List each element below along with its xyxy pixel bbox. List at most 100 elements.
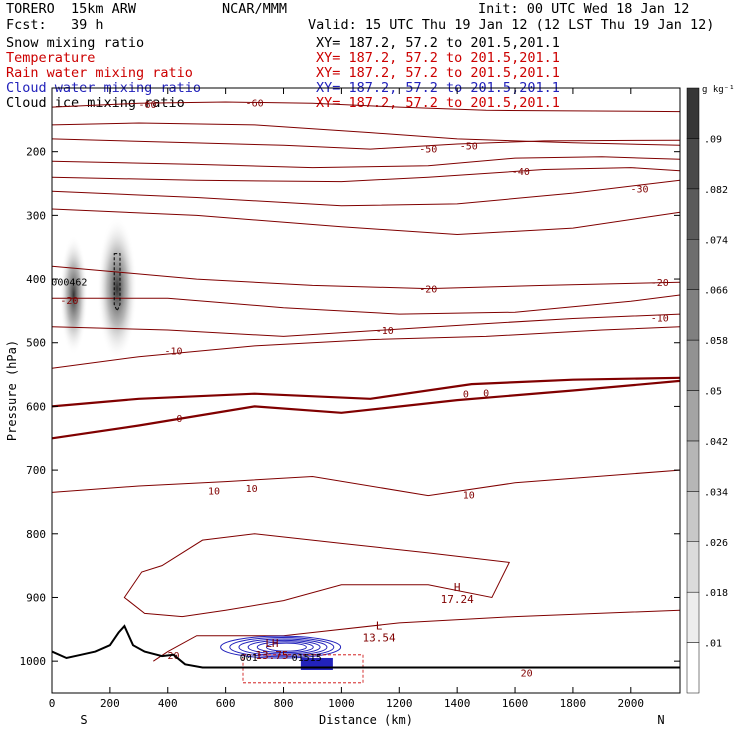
left-end-label: S — [80, 713, 87, 727]
x-tick-label: 400 — [158, 697, 178, 710]
field-xy-range: XY= 187.2, 57.2 to 201.5,201.1 — [316, 35, 560, 51]
snow-contour — [113, 253, 121, 313]
x-tick-label: 1600 — [502, 697, 529, 710]
colorbar-tick-label: .074 — [704, 235, 728, 246]
field-xy-range: XY= 187.2, 57.2 to 201.5,201.1 — [316, 50, 560, 66]
contour-label: -50 — [460, 141, 478, 152]
snow-shading — [59, 234, 88, 355]
small-field-label: 01515 — [292, 653, 322, 664]
contour-label: 20 — [521, 669, 533, 680]
temperature-contour — [51, 138, 681, 150]
colorbar-tick-label: .018 — [704, 588, 728, 599]
field-name: Snow mixing ratio — [6, 35, 145, 51]
temperature-contour — [51, 469, 681, 497]
cloud-water-contour — [229, 637, 335, 658]
colorbar-bin — [686, 642, 700, 694]
contour-label: 10 — [463, 490, 475, 501]
colorbar-bin — [686, 390, 700, 442]
y-tick-label: 500 — [26, 337, 46, 350]
right-end-label: N — [657, 713, 664, 727]
temperature-contour — [52, 294, 681, 315]
org-label: NCAR/MMM — [222, 1, 288, 17]
extremum-type: LH — [265, 637, 278, 650]
y-tick-label: 800 — [26, 528, 46, 541]
contour-label: 10 — [246, 484, 258, 495]
colorbar-bin — [686, 491, 700, 543]
x-tick-label: 1200 — [386, 697, 413, 710]
colorbar-bin — [686, 239, 700, 290]
forecast-hour: Fcst: 39 h — [6, 17, 104, 33]
model-title: TORERO 15km ARW — [6, 1, 137, 17]
colorbar-bin — [686, 188, 700, 240]
colorbar-tick-label: .034 — [704, 487, 728, 498]
temperature-contour — [51, 265, 681, 290]
y-tick-label: 300 — [26, 209, 46, 222]
x-tick-label: 600 — [216, 697, 236, 710]
y-tick-label: 700 — [26, 464, 46, 477]
extremum-value: 17.24 — [441, 593, 474, 606]
colorbar-tick-label: .066 — [704, 286, 728, 297]
colorbar-tick-label: .058 — [704, 336, 728, 347]
temperature-contour — [51, 208, 681, 236]
extremum-type: L — [376, 619, 383, 632]
contour-label: 20 — [168, 651, 180, 662]
contour-label: -20 — [651, 278, 669, 289]
x-tick-label: 1800 — [560, 697, 587, 710]
y-tick-label: 1000 — [20, 655, 47, 668]
field-name: Temperature — [6, 50, 96, 66]
colorbar-tick-label: .082 — [704, 185, 728, 196]
temperature-contour — [51, 101, 681, 113]
contour-label: -30 — [630, 185, 648, 196]
snow-shading — [97, 216, 138, 361]
x-tick-label: 1400 — [444, 697, 471, 710]
small-field-label: 000462 — [51, 277, 87, 288]
field-name: Rain water mixing ratio — [6, 65, 193, 81]
contour-label: -10 — [376, 326, 394, 337]
colorbar-tick-label: .026 — [704, 538, 728, 549]
valid-time: Valid: 15 UTC Thu 19 Jan 12 (12 LST Thu … — [308, 17, 715, 33]
contour-label: -10 — [651, 313, 669, 324]
contour-label: -60 — [138, 100, 156, 111]
contour-label: -40 — [512, 167, 530, 178]
y-tick-label: 200 — [26, 146, 46, 159]
contour-label: -60 — [246, 99, 264, 110]
terrain-line — [51, 624, 680, 669]
colorbar-unit: g kg⁻¹ — [702, 85, 735, 95]
temperature-contour — [51, 122, 681, 146]
colorbar-bin — [686, 339, 700, 391]
contour-label: -20 — [419, 285, 437, 296]
temperature-contour — [51, 326, 681, 369]
contour-label: 10 — [208, 486, 220, 497]
colorbar-tick-label: .09 — [704, 134, 722, 145]
contour-label: -20 — [60, 296, 78, 307]
temperature-contour — [51, 167, 681, 183]
x-tick-label: 2000 — [618, 697, 645, 710]
field-xy-range: XY= 187.2, 57.2 to 201.5,201.1 — [316, 65, 560, 81]
extremum-type: H — [454, 581, 461, 594]
rain-water-contour — [123, 533, 511, 618]
colorbar-bin — [686, 87, 700, 139]
x-tick-label: 0 — [49, 697, 56, 710]
extremum-value: 13.54 — [362, 631, 395, 644]
field-xy-range: XY= 187.2, 57.2 to 201.5,201.1 — [316, 95, 560, 111]
temperature-contour — [51, 179, 681, 207]
colorbar-bin — [686, 289, 700, 341]
cloud-water-contour — [238, 638, 328, 656]
cloud-water-contour — [247, 639, 321, 655]
temperature-contour — [51, 156, 681, 169]
colorbar-bin — [686, 541, 700, 593]
y-tick-label: 400 — [26, 273, 46, 286]
y-tick-label: 900 — [26, 591, 46, 604]
y-tick-label: 600 — [26, 400, 46, 413]
colorbar-bin — [686, 591, 700, 643]
rain-water-box — [242, 654, 364, 684]
extremum-value: 13.75 — [255, 649, 288, 662]
y-axis-label: Pressure (hPa) — [5, 340, 19, 441]
colorbar-bin — [686, 440, 700, 492]
cloud-water-contour — [256, 641, 314, 654]
temperature-contour — [51, 376, 681, 408]
temperature-contour — [51, 313, 681, 337]
colorbar-tick-label: .01 — [704, 639, 722, 650]
cloud-water-contour — [265, 642, 307, 652]
